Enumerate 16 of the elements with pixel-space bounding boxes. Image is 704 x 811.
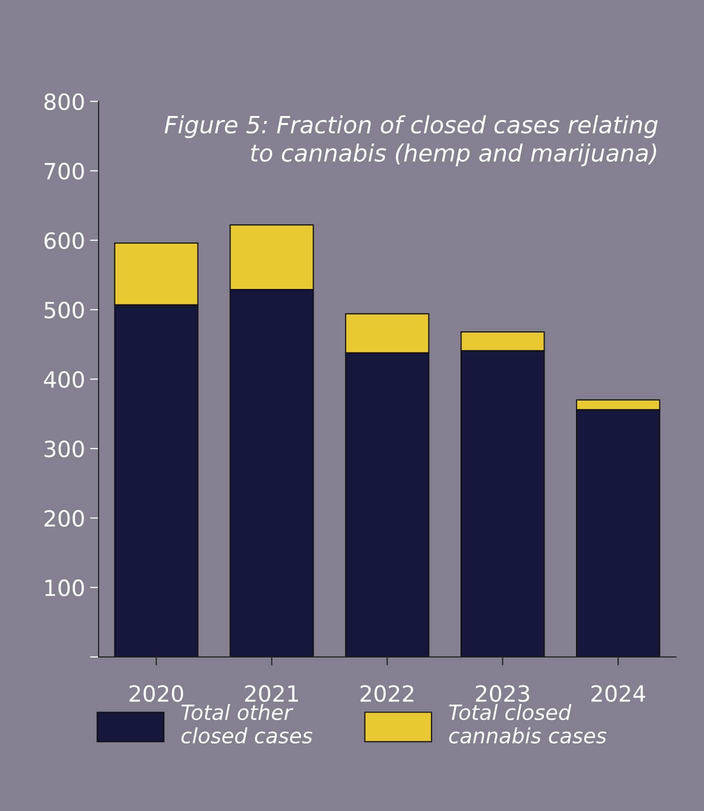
- x-tick-label: 2020: [130, 685, 184, 702]
- y-tick-label: 300: [44, 440, 84, 458]
- legend-label: Total closed cannabis cases: [449, 704, 606, 744]
- x-tick-label: 2024: [591, 685, 646, 702]
- y-tick-label: 100: [45, 579, 84, 596]
- y-tick-label: 600: [44, 232, 84, 250]
- text: Figure 5: Fraction of closed cases relating to cannabis (hemp and marijuana): [164, 115, 658, 166]
- x-tick-label: 2021: [245, 685, 298, 702]
- y-tick-label: 500: [44, 302, 84, 318]
- y-tick-label: 400: [44, 371, 84, 388]
- y-tick-label: 700: [44, 162, 84, 180]
- x-tick-label: 2022: [360, 685, 414, 702]
- x-tick-label: 2023: [476, 685, 530, 702]
- legend-label: Total other closed cases: [181, 704, 312, 744]
- y-tick-label: 800: [44, 93, 84, 110]
- y-tick-label: 200: [44, 510, 84, 527]
